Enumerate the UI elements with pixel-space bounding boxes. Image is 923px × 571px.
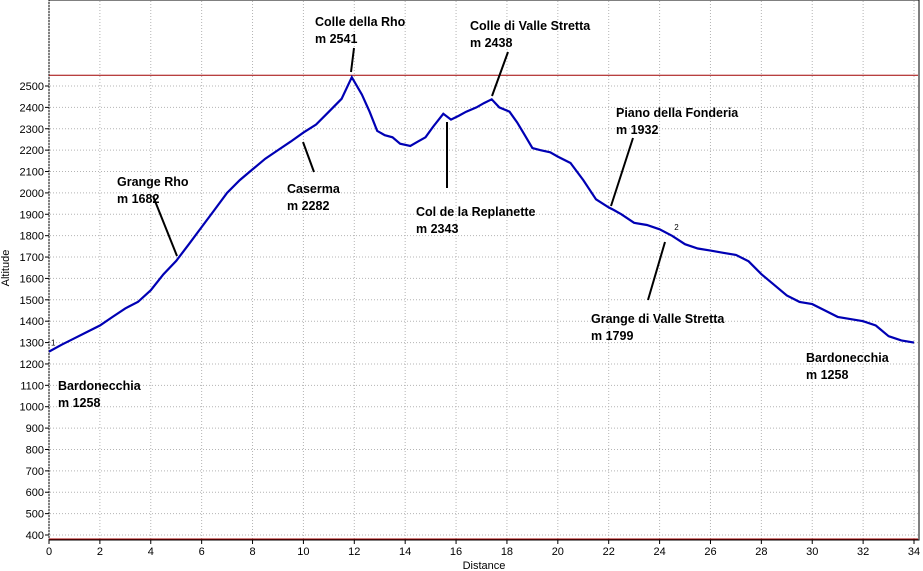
y-tick-label: 800: [26, 444, 44, 456]
annotation-name: Grange di Valle Stretta: [591, 312, 725, 326]
waypoint-markers: 12: [51, 223, 679, 348]
x-tick-label: 18: [501, 546, 513, 558]
x-tick-label: 12: [348, 546, 360, 558]
x-tick-label: 4: [148, 546, 154, 558]
y-tick-label: 2500: [20, 81, 44, 93]
x-tick-label: 14: [399, 546, 411, 558]
annotation-leader-line: [152, 195, 178, 257]
annotation-leader-line: [350, 47, 355, 73]
x-tick-label: 28: [755, 546, 767, 558]
x-tick-label: 34: [908, 546, 920, 558]
y-tick-label: 700: [26, 466, 44, 478]
y-tick-label: 900: [26, 423, 44, 435]
x-tick-label: 6: [199, 546, 205, 558]
waypoint-marker-2: 2: [674, 223, 679, 232]
y-tick-label: 1500: [20, 295, 44, 307]
x-tick-label: 22: [603, 546, 615, 558]
y-tick-label: 600: [26, 487, 44, 499]
annotation-name: Piano della Fonderia: [616, 106, 739, 120]
y-tick-label: 1200: [20, 359, 44, 371]
annotation-name: Grange Rho: [117, 175, 189, 189]
annotation-leader-line: [647, 241, 666, 301]
y-tick-label: 1400: [20, 316, 44, 328]
y-tick-label: 1300: [20, 338, 44, 350]
plot-frame: [48, 0, 920, 541]
y-tick-label: 1800: [20, 231, 44, 243]
y-tick-label: 2000: [20, 188, 44, 200]
annotation-name: Bardonecchia: [806, 351, 890, 365]
annotation-name: Bardonecchia: [58, 379, 142, 393]
x-tick-label: 0: [46, 546, 52, 558]
y-tick-label: 2400: [20, 102, 44, 114]
x-tick-label: 20: [552, 546, 564, 558]
y-tick-label: 2200: [20, 145, 44, 157]
y-tick-label: 2100: [20, 167, 44, 179]
y-tick-label: 1700: [20, 252, 44, 264]
x-tick-label: 10: [297, 546, 309, 558]
y-tick-label: 1600: [20, 273, 44, 285]
annotation-altitude: m 2282: [287, 199, 329, 213]
y-tick-label: 500: [26, 509, 44, 521]
annotation-altitude: m 1258: [58, 396, 100, 410]
y-tick-label: 2300: [20, 124, 44, 136]
grid: [48, 1, 918, 540]
y-tick-label: 1100: [20, 380, 44, 392]
x-tick-label: 24: [653, 546, 665, 558]
x-axis-title: Distance: [463, 560, 506, 571]
x-tick-label: 30: [806, 546, 818, 558]
y-tick-label: 1000: [20, 402, 44, 414]
x-tick-label: 8: [249, 546, 255, 558]
annotation-altitude: m 2438: [470, 36, 512, 50]
y-axis-title: Altitude: [0, 250, 12, 287]
x-tick-label: 2: [97, 546, 103, 558]
altitude-line: [48, 74, 915, 353]
annotation-altitude: m 2343: [416, 222, 458, 236]
annotation-leader-line: [302, 141, 315, 173]
y-tick-label: 1900: [20, 209, 44, 221]
x-tick-label: 26: [704, 546, 716, 558]
annotation-name: Col de la Replanette: [416, 205, 536, 219]
annotation-leader-line: [610, 137, 634, 207]
annotation-altitude: m 2541: [315, 32, 357, 46]
annotation-altitude: m 1682: [117, 192, 159, 206]
x-tick-label: 32: [857, 546, 869, 558]
x-tick-label: 16: [450, 546, 462, 558]
annotation-name: Colle di Valle Stretta: [470, 19, 591, 33]
annotation-name: Caserma: [287, 182, 341, 196]
annotation-leaders: [152, 47, 666, 301]
axis-ticks: 0 2 4 6 8 10 12 14 16 18 20 22 24 26 28 30 32 34400500600…: [20, 81, 921, 558]
annotation-name: Colle della Rho: [315, 15, 406, 29]
annotation-altitude: m 1932: [616, 123, 658, 137]
annotations: Colle della Rho m 2541 Colle di Valle Stre…: [58, 15, 890, 410]
y-tick-label: 400: [26, 530, 44, 542]
annotation-leader-line: [491, 51, 509, 97]
annotation-altitude: m 1258: [806, 368, 848, 382]
annotation-altitude: m 1799: [591, 329, 633, 343]
waypoint-marker-1: 1: [51, 339, 56, 348]
